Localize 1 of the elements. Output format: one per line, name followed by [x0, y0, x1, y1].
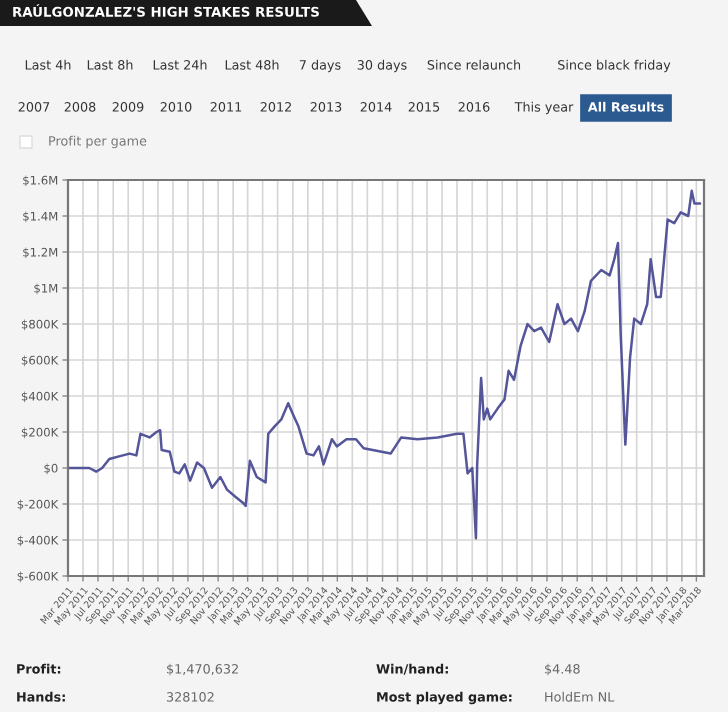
line-series — [68, 189, 702, 540]
